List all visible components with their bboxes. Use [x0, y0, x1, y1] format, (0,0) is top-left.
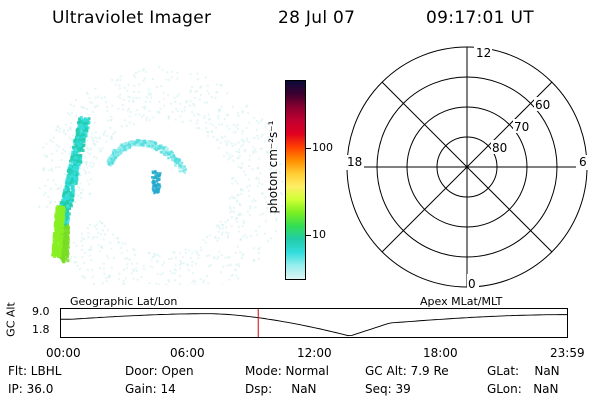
colorbar-tick: [306, 235, 311, 236]
info-filter: Flt: LBHL: [8, 364, 62, 378]
timeline-y-tick: 1.8: [32, 323, 50, 336]
polar-grid: 12 0 18 6 60 70 80: [346, 45, 588, 291]
polar-label-18: 18: [347, 155, 362, 169]
colorbar-tick-label: 10: [312, 228, 326, 241]
auroral-image: [38, 66, 286, 285]
info-glat: GLat: NaN: [487, 364, 560, 378]
image-time: 09:17:01 UT: [426, 8, 534, 28]
info-glon: GLon: NaN: [487, 382, 559, 396]
info-dsp: Dsp: NaN: [245, 382, 317, 396]
polar-lat-label-60: 60: [535, 98, 550, 112]
timeline-x-tick: 12:00: [297, 346, 332, 360]
info-gain: Gain: 14: [125, 382, 176, 396]
timeline-y-tick: 9.0: [32, 305, 50, 318]
colorbar-tick: [306, 148, 311, 149]
info-mode: Mode: Normal: [245, 364, 329, 378]
colorbar: [285, 80, 306, 280]
info-seq: Seq: 39: [365, 382, 411, 396]
timeline-left-label: Geographic Lat/Lon: [70, 295, 178, 308]
altitude-timeline[interactable]: [60, 308, 568, 338]
image-title: Ultraviolet Imager: [52, 8, 212, 28]
colorbar-unit-label: photon cm⁻²s⁻¹: [266, 120, 280, 214]
polar-label-12: 12: [476, 46, 491, 60]
timeline-x-tick: 06:00: [170, 346, 205, 360]
polar-label-6: 6: [579, 155, 587, 169]
timeline-x-tick: 18:00: [423, 346, 458, 360]
polar-lat-label-70: 70: [514, 120, 529, 134]
info-ip: IP: 36.0: [8, 382, 54, 396]
colorbar-tick-label: 100: [312, 141, 333, 154]
timeline-x-tick: 00:00: [46, 346, 81, 360]
info-gc-alt: GC Alt: 7.9 Re: [365, 364, 449, 378]
image-date: 28 Jul 07: [278, 8, 356, 28]
timeline-x-tick: 23:59: [550, 346, 585, 360]
timeline-y-label: GC Alt: [4, 302, 18, 337]
polar-label-0: 0: [468, 277, 476, 291]
polar-lat-label-80: 80: [492, 141, 507, 155]
info-door: Door: Open: [125, 364, 194, 378]
timeline-right-label: Apex MLat/MLT: [420, 295, 503, 308]
